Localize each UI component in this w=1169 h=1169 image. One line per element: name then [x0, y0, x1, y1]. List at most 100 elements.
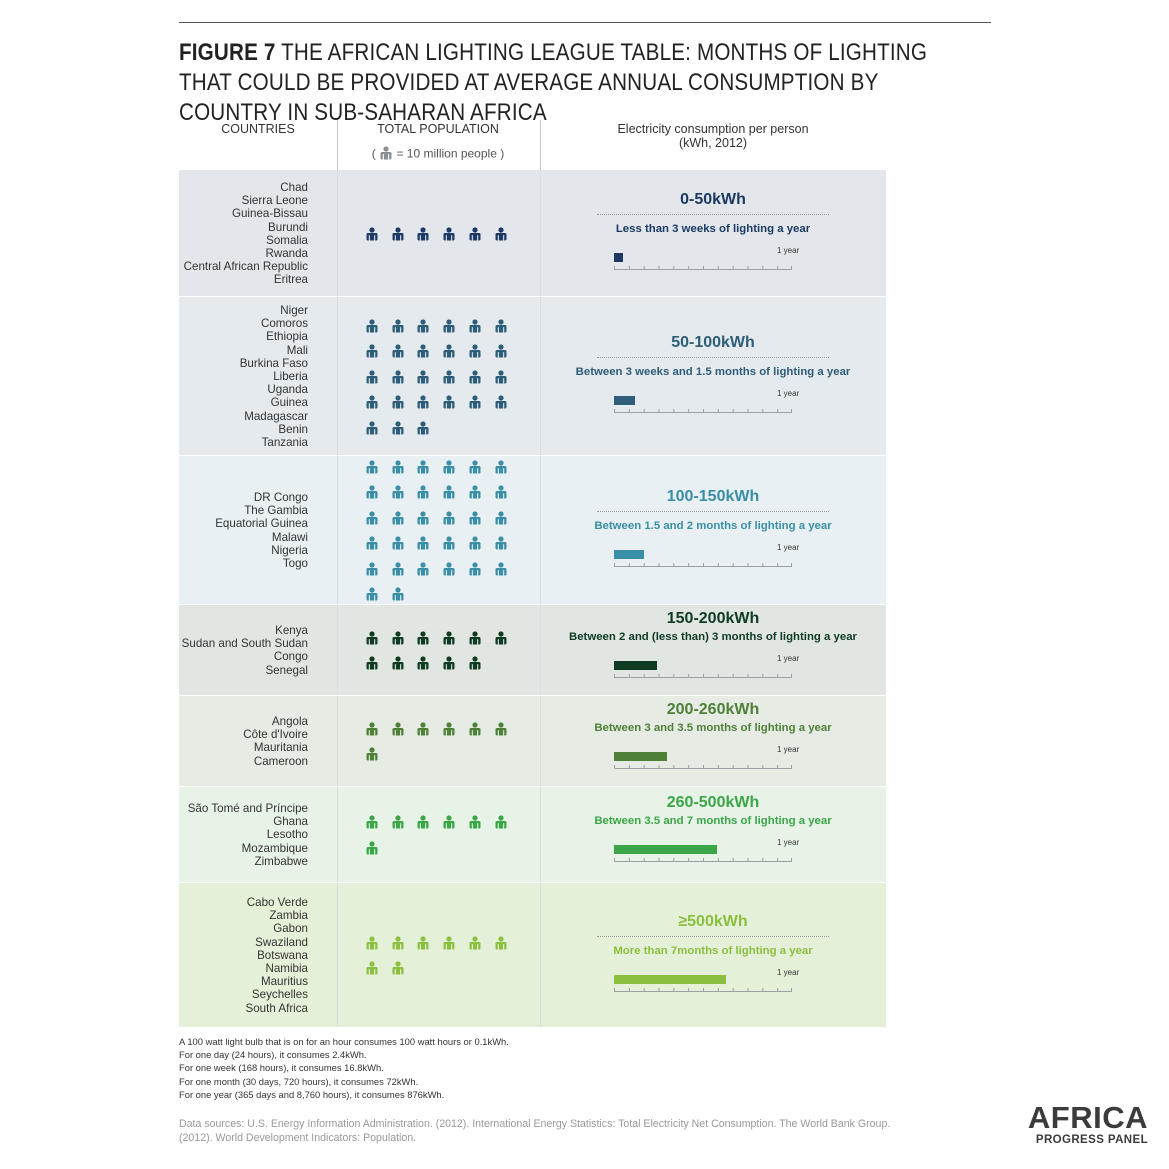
person-icon: [391, 226, 405, 246]
legend-open-paren: (: [371, 146, 376, 161]
person-icon: [442, 460, 456, 479]
person-icon: [365, 344, 379, 363]
person-icon: [391, 511, 405, 530]
country-name: Côte d'Ivoire: [243, 728, 308, 742]
person-icon: [468, 226, 482, 246]
header-electricity-label: Electricity consumption per person: [617, 122, 809, 136]
country-name: DR Congo: [253, 491, 308, 504]
one-year-label: 1 year: [777, 245, 800, 255]
person-icon: [468, 631, 482, 650]
one-year-label: 1 year: [777, 838, 800, 847]
person-icon: [494, 631, 508, 650]
person-icon: [468, 815, 482, 834]
country-name: Angola: [271, 715, 308, 728]
note-line: For one month (30 days, 720 hours), it c…: [179, 1075, 419, 1087]
person-icon: [365, 420, 379, 440]
column-divider: [337, 787, 338, 882]
lighting-description: Less than 3 weeks of lighting a year: [615, 222, 811, 235]
person-icon: [391, 631, 405, 650]
dotted-separator: [597, 213, 829, 215]
person-icon: [416, 369, 430, 389]
header-population: TOTAL POPULATION: [377, 122, 499, 136]
country-name: Guinea: [270, 396, 308, 410]
lighting-bar: [614, 395, 635, 405]
column-divider: [540, 787, 541, 882]
year-scale: [614, 554, 792, 567]
person-icon: [365, 511, 379, 530]
person-icon: [494, 722, 508, 741]
one-year-label: 1 year: [777, 744, 800, 754]
lighting-description: Between 1.5 and 2 months of lighting a y…: [594, 519, 832, 532]
person-icon: [391, 815, 405, 834]
person-icon: [416, 318, 430, 338]
country-name: Mauritius: [260, 975, 308, 989]
person-icon: [391, 961, 405, 980]
country-list: Niger Comoros Ethiopia Mali Burkina Faso Libe…: [240, 304, 308, 449]
country-name: Comoros: [260, 317, 308, 331]
person-icon: [416, 485, 430, 504]
person-icon: [365, 587, 379, 606]
band-row: São Tomé and Príncipe Ghana Lesotho Mozambi…: [179, 787, 886, 883]
lighting-description: Between 3 weeks and 1.5 months of lighti…: [575, 365, 851, 378]
year-scale: [614, 257, 792, 270]
country-name: Tanzania: [261, 436, 308, 450]
person-icon: [416, 656, 430, 675]
person-icon: [442, 815, 456, 834]
year-scale: [614, 756, 792, 769]
country-name: Sierra Leone: [241, 194, 308, 208]
country-name: Somalia: [266, 233, 308, 247]
country-name: Mali: [286, 343, 308, 357]
person-icon: [365, 395, 379, 414]
person-icon: [468, 656, 482, 675]
country-list: São Tomé and Príncipe Ghana Lesotho Mozambi…: [188, 802, 308, 868]
person-icon: [365, 562, 379, 581]
country-name: Equatorial Guinea: [215, 517, 308, 531]
country-name: Gabon: [273, 922, 308, 936]
country-name: Madagascar: [244, 409, 308, 423]
lighting-bar: [614, 974, 726, 984]
country-name: Benin: [278, 422, 308, 436]
person-icon: [494, 395, 508, 414]
person-icon: [391, 722, 405, 741]
person-icon: [365, 485, 379, 504]
country-name: Zambia: [269, 909, 308, 923]
person-icon: [494, 485, 508, 504]
lighting-bar: [614, 751, 667, 761]
person-icon: [365, 536, 379, 555]
person-icon: [365, 226, 379, 246]
country-name: Mauritania: [253, 741, 308, 755]
person-icon: [365, 747, 379, 766]
header-divider-2: [540, 120, 541, 170]
data-sources: Data sources: U.S. Energy Information Ad…: [179, 1118, 891, 1144]
country-list: Angola Côte d'Ivoire Mauritania Cameroon: [243, 715, 308, 768]
year-scale: [614, 849, 792, 862]
person-icon: [442, 395, 456, 414]
person-icon: [442, 511, 456, 530]
legend-close-paren: ): [500, 146, 505, 161]
note-line: A 100 watt light bulb that is on for an …: [179, 1036, 509, 1047]
note-line: For one week (168 hours), it consumes 16…: [179, 1062, 384, 1074]
country-name: Ghana: [273, 815, 308, 829]
person-icon: [416, 631, 430, 650]
person-icon: [365, 841, 379, 860]
column-divider: [337, 605, 338, 695]
person-icon: [365, 460, 379, 479]
country-name: Senegal: [265, 663, 308, 677]
person-icon: [365, 369, 379, 389]
person-icon: [391, 344, 405, 363]
one-year-label: 1 year: [777, 542, 800, 552]
country-name: Cabo Verde: [246, 896, 308, 909]
note-line: For one day (24 hours), it consumes 2.4k…: [179, 1049, 367, 1061]
person-icon: [468, 318, 482, 338]
band-row: Cabo Verde Zambia Gabon Swaziland Botswana Na…: [179, 883, 886, 1028]
lighting-bar: [614, 845, 717, 854]
lighting-bar: [614, 549, 644, 559]
person-icon: [468, 369, 482, 389]
person-icon: [391, 656, 405, 675]
consumption-range: 50-100kWh: [671, 333, 755, 351]
column-divider: [540, 456, 541, 604]
country-list: Kenya Sudan and South Sudan Congo Senegal: [182, 624, 308, 677]
consumption-range: 200-260kWh: [666, 700, 760, 718]
column-divider: [540, 605, 541, 695]
country-name: Nigeria: [271, 543, 308, 557]
